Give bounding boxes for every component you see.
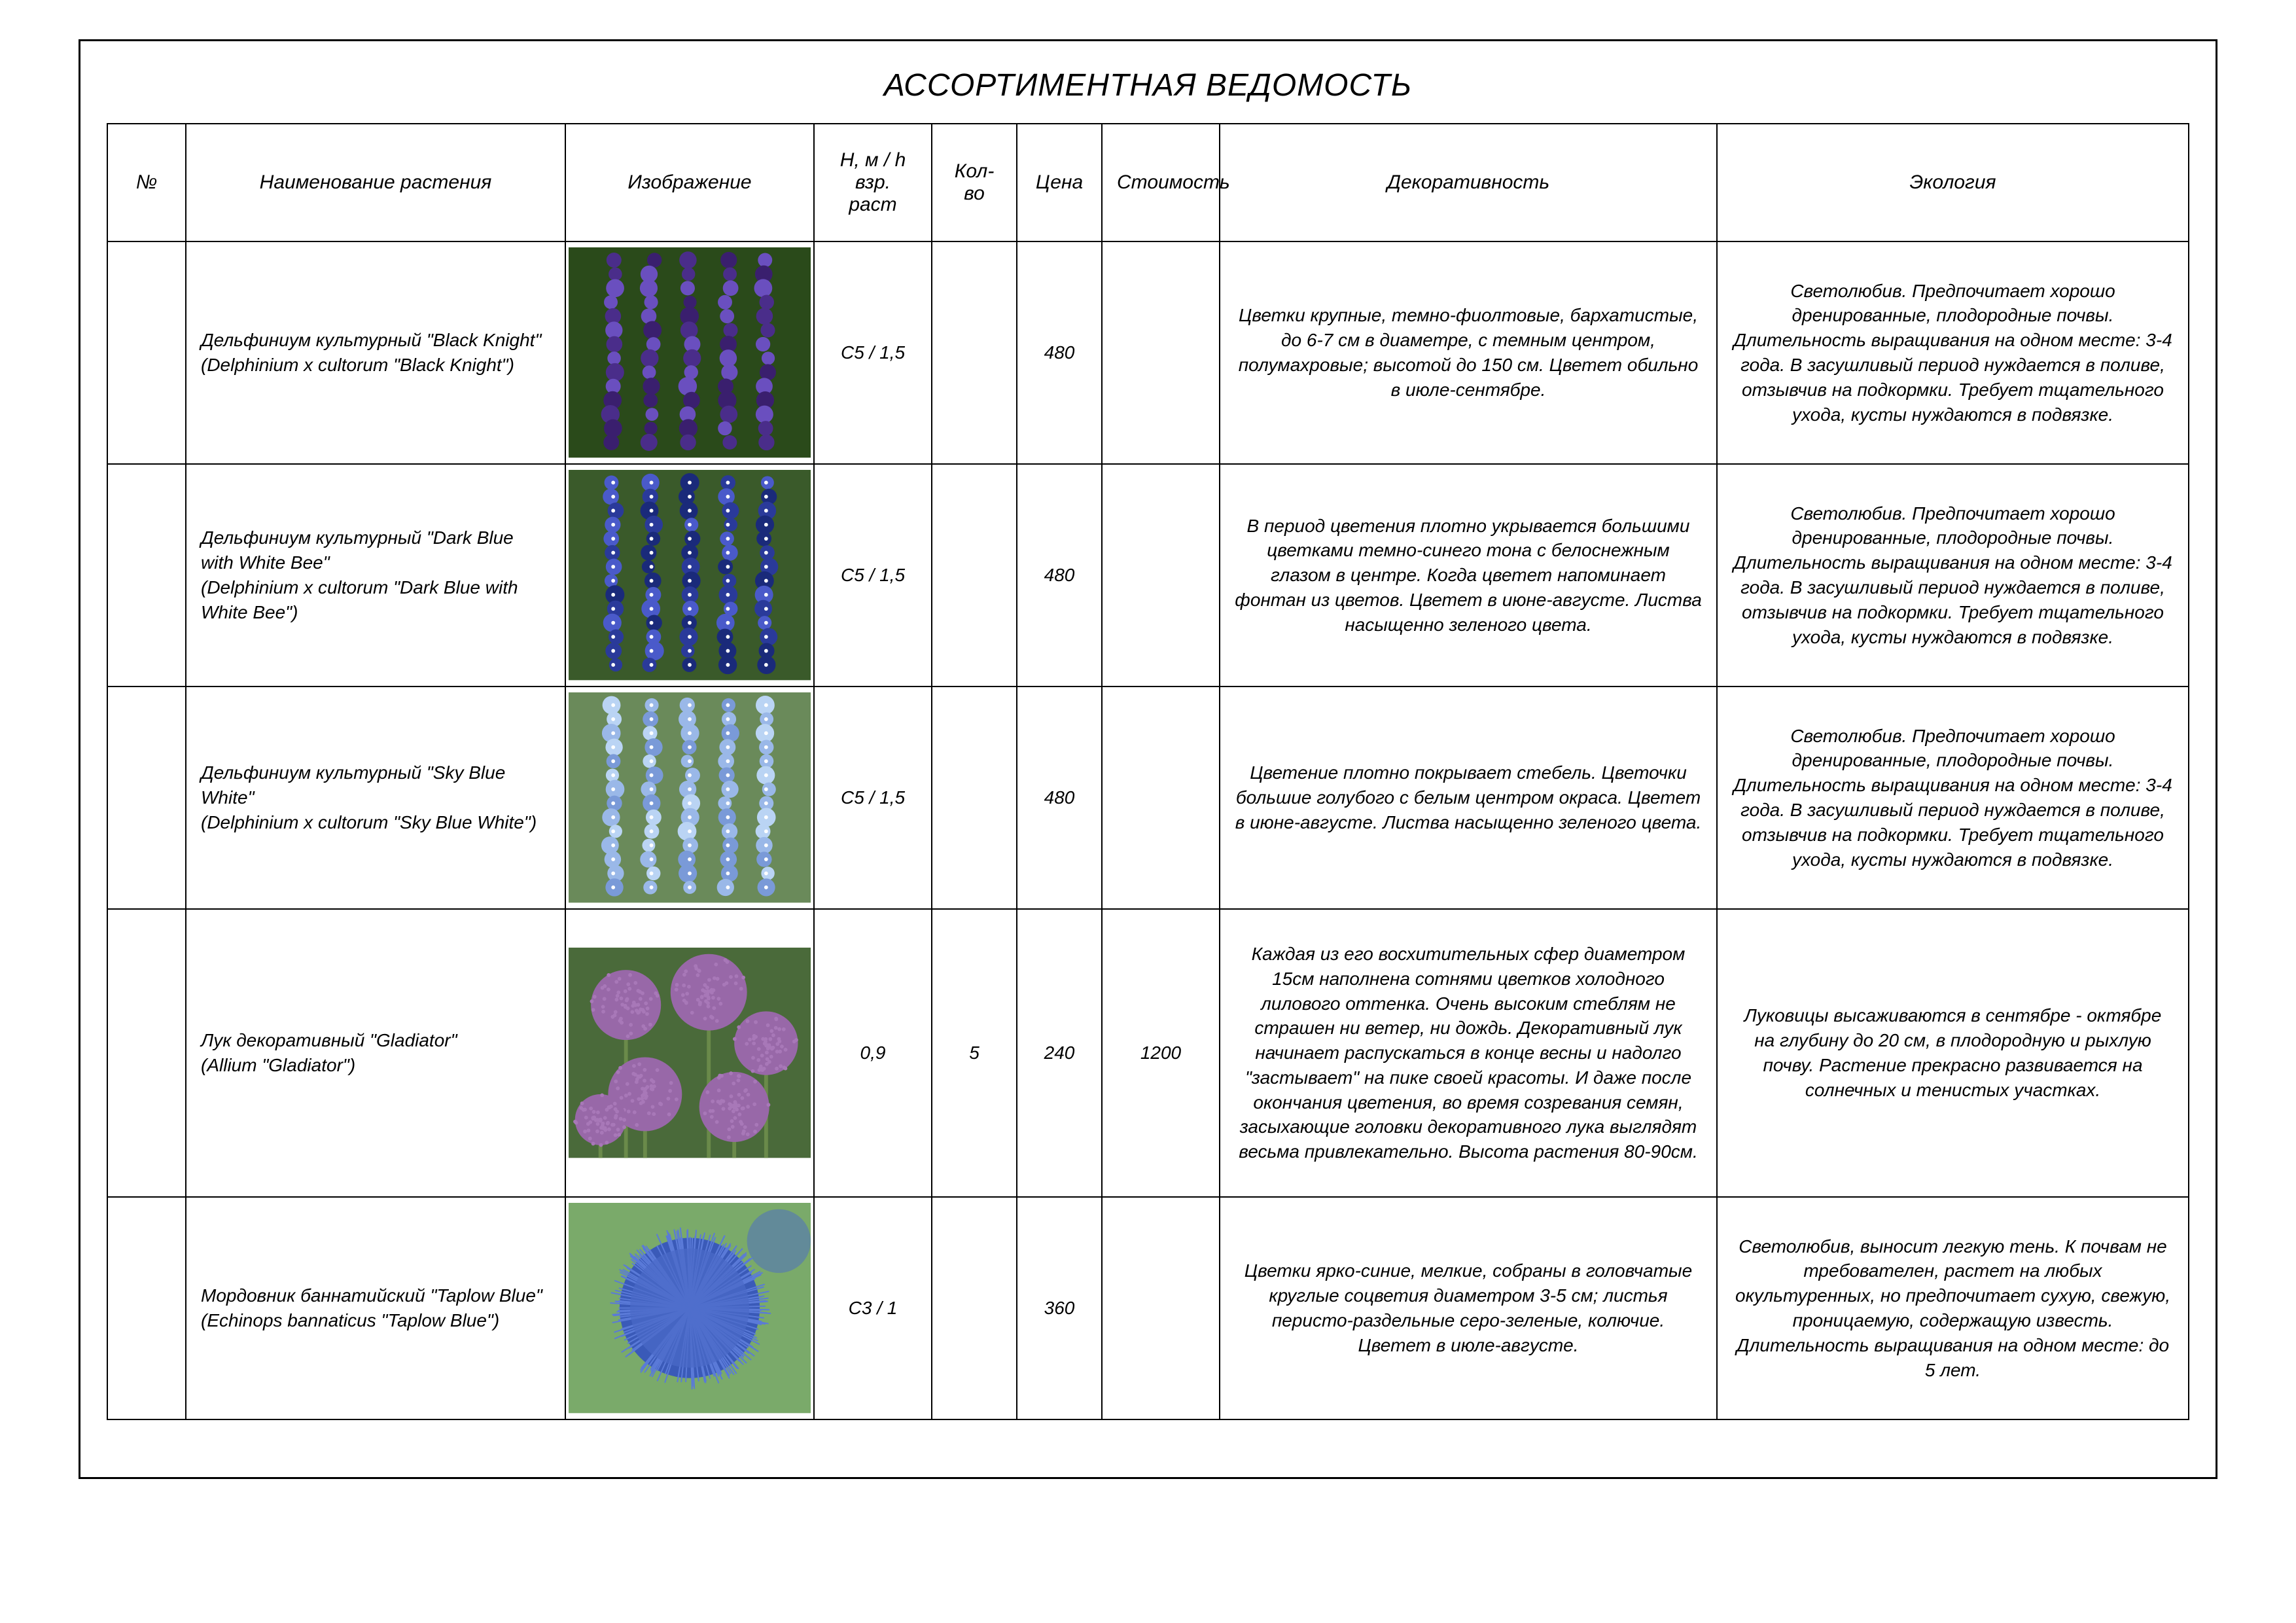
table-row: Лук декоративный "Gladiator"(Allium "Gla… [107, 909, 2189, 1197]
cell-num [107, 909, 186, 1197]
cell-qty [932, 464, 1017, 687]
cell-cost [1102, 464, 1220, 687]
assortment-table: № Наименование растения Изображение H, м… [107, 123, 2189, 1420]
cell-cost: 1200 [1102, 909, 1220, 1197]
table-row: Дельфиниум культурный "Black Knight"(Del… [107, 241, 2189, 464]
cell-num [107, 1197, 186, 1419]
cell-qty [932, 687, 1017, 909]
cell-price: 360 [1017, 1197, 1102, 1419]
cell-image [565, 909, 814, 1197]
cell-ecology: Луковицы высаживаются в сентябре - октяб… [1717, 909, 2189, 1197]
cell-ecology: Светолюбив. Предпочитает хорошо дрениров… [1717, 464, 2189, 687]
col-qty: Кол-во [932, 124, 1017, 241]
col-price: Цена [1017, 124, 1102, 241]
cell-height: 0,9 [814, 909, 932, 1197]
col-ecology: Экология [1717, 124, 2189, 241]
cell-name: Лук декоративный "Gladiator"(Allium "Gla… [186, 909, 565, 1197]
cell-height: C5 / 1,5 [814, 687, 932, 909]
cell-height: C5 / 1,5 [814, 241, 932, 464]
cell-price: 480 [1017, 464, 1102, 687]
cell-decor: В период цветения плотно укрывается боль… [1220, 464, 1717, 687]
table-row: Мордовник баннатийский "Taplow Blue"(Ech… [107, 1197, 2189, 1419]
col-num: № [107, 124, 186, 241]
col-image: Изображение [565, 124, 814, 241]
cell-num [107, 241, 186, 464]
cell-height: C5 / 1,5 [814, 464, 932, 687]
table-row: Дельфиниум культурный "Dark Blue with Wh… [107, 464, 2189, 687]
cell-cost [1102, 241, 1220, 464]
cell-price: 480 [1017, 687, 1102, 909]
cell-decor: Каждая из его восхитительных сфер диамет… [1220, 909, 1717, 1197]
col-decor: Декоративность [1220, 124, 1717, 241]
cell-height: C3 / 1 [814, 1197, 932, 1419]
col-height: H, м / h взр. раст [814, 124, 932, 241]
col-name: Наименование растения [186, 124, 565, 241]
cell-qty [932, 241, 1017, 464]
cell-decor: Цветки крупные, темно-фиолтовые, бархати… [1220, 241, 1717, 464]
cell-image [565, 464, 814, 687]
cell-num [107, 464, 186, 687]
cell-image [565, 1197, 814, 1419]
cell-decor: Цветки ярко-синие, мелкие, собраны в гол… [1220, 1197, 1717, 1419]
cell-name: Дельфиниум культурный "Black Knight"(Del… [186, 241, 565, 464]
cell-name: Дельфиниум культурный "Sky Blue White"(D… [186, 687, 565, 909]
table-header-row: № Наименование растения Изображение H, м… [107, 124, 2189, 241]
cell-ecology: Светолюбив. Предпочитает хорошо дрениров… [1717, 241, 2189, 464]
cell-price: 480 [1017, 241, 1102, 464]
cell-ecology: Светолюбив, выносит легкую тень. К почва… [1717, 1197, 2189, 1419]
cell-name: Дельфиниум культурный "Dark Blue with Wh… [186, 464, 565, 687]
cell-image [565, 687, 814, 909]
cell-decor: Цветение плотно покрывает стебель. Цвето… [1220, 687, 1717, 909]
cell-ecology: Светолюбив. Предпочитает хорошо дрениров… [1717, 687, 2189, 909]
document-title: АССОРТИМЕНТНАЯ ВЕДОМОСТЬ [107, 67, 2189, 103]
col-cost: Стоимость [1102, 124, 1220, 241]
cell-price: 240 [1017, 909, 1102, 1197]
cell-image [565, 241, 814, 464]
document-frame: АССОРТИМЕНТНАЯ ВЕДОМОСТЬ № Наименование … [79, 39, 2217, 1479]
cell-num [107, 687, 186, 909]
cell-cost [1102, 1197, 1220, 1419]
table-row: Дельфиниум культурный "Sky Blue White"(D… [107, 687, 2189, 909]
cell-qty [932, 1197, 1017, 1419]
cell-name: Мордовник баннатийский "Taplow Blue"(Ech… [186, 1197, 565, 1419]
page: АССОРТИМЕНТНАЯ ВЕДОМОСТЬ № Наименование … [0, 0, 2296, 1623]
cell-qty: 5 [932, 909, 1017, 1197]
cell-cost [1102, 687, 1220, 909]
